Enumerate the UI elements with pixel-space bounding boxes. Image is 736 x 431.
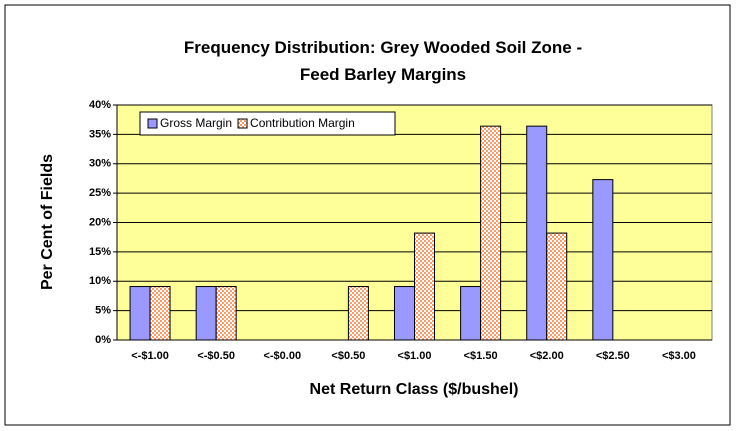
y-tick-label: 25% (89, 187, 111, 199)
bar (149, 286, 171, 341)
x-tick-label: <$2.00 (530, 350, 564, 362)
bar (414, 232, 435, 341)
x-tick-label: <-$1.00 (131, 350, 169, 362)
bar (546, 232, 568, 341)
chart-title: Frequency Distribution: Grey Wooded Soil… (183, 38, 583, 84)
x-tick-label: <$3.00 (662, 350, 696, 362)
y-tick-label: 40% (89, 99, 111, 111)
legend-swatch (147, 118, 158, 129)
bar (526, 125, 548, 341)
bar (592, 179, 614, 341)
x-tick-label: <$0.50 (331, 350, 365, 362)
x-tick-label: <-$0.50 (197, 350, 235, 362)
x-tick-label: <-$0.00 (263, 350, 301, 362)
y-tick-label: 0% (95, 334, 111, 346)
x-tick-label: <$1.00 (398, 350, 432, 362)
y-axis-title: Per Cent of Fields (39, 154, 56, 290)
y-tick-label: 10% (89, 275, 111, 287)
legend-label: Gross Margin (160, 116, 232, 130)
y-tick-label: 20% (89, 216, 111, 228)
y-tick-label: 35% (89, 128, 111, 140)
legend-label: Contribution Margin (250, 116, 355, 130)
x-tick-label: <$2.50 (596, 350, 630, 362)
bar (195, 286, 217, 341)
bar (215, 286, 237, 341)
legend-box (139, 111, 396, 136)
bar (347, 286, 369, 341)
bar (460, 286, 482, 341)
x-tick-label: <$1.50 (464, 350, 498, 362)
bar (480, 125, 502, 341)
y-tick-label: 5% (95, 305, 111, 317)
y-tick-label: 15% (89, 246, 111, 258)
x-axis-title: Net Return Class ($/bushel) (310, 381, 519, 398)
y-tick-label: 30% (89, 158, 111, 170)
bar (129, 286, 151, 341)
legend-swatch (237, 118, 248, 129)
bar (394, 286, 415, 341)
